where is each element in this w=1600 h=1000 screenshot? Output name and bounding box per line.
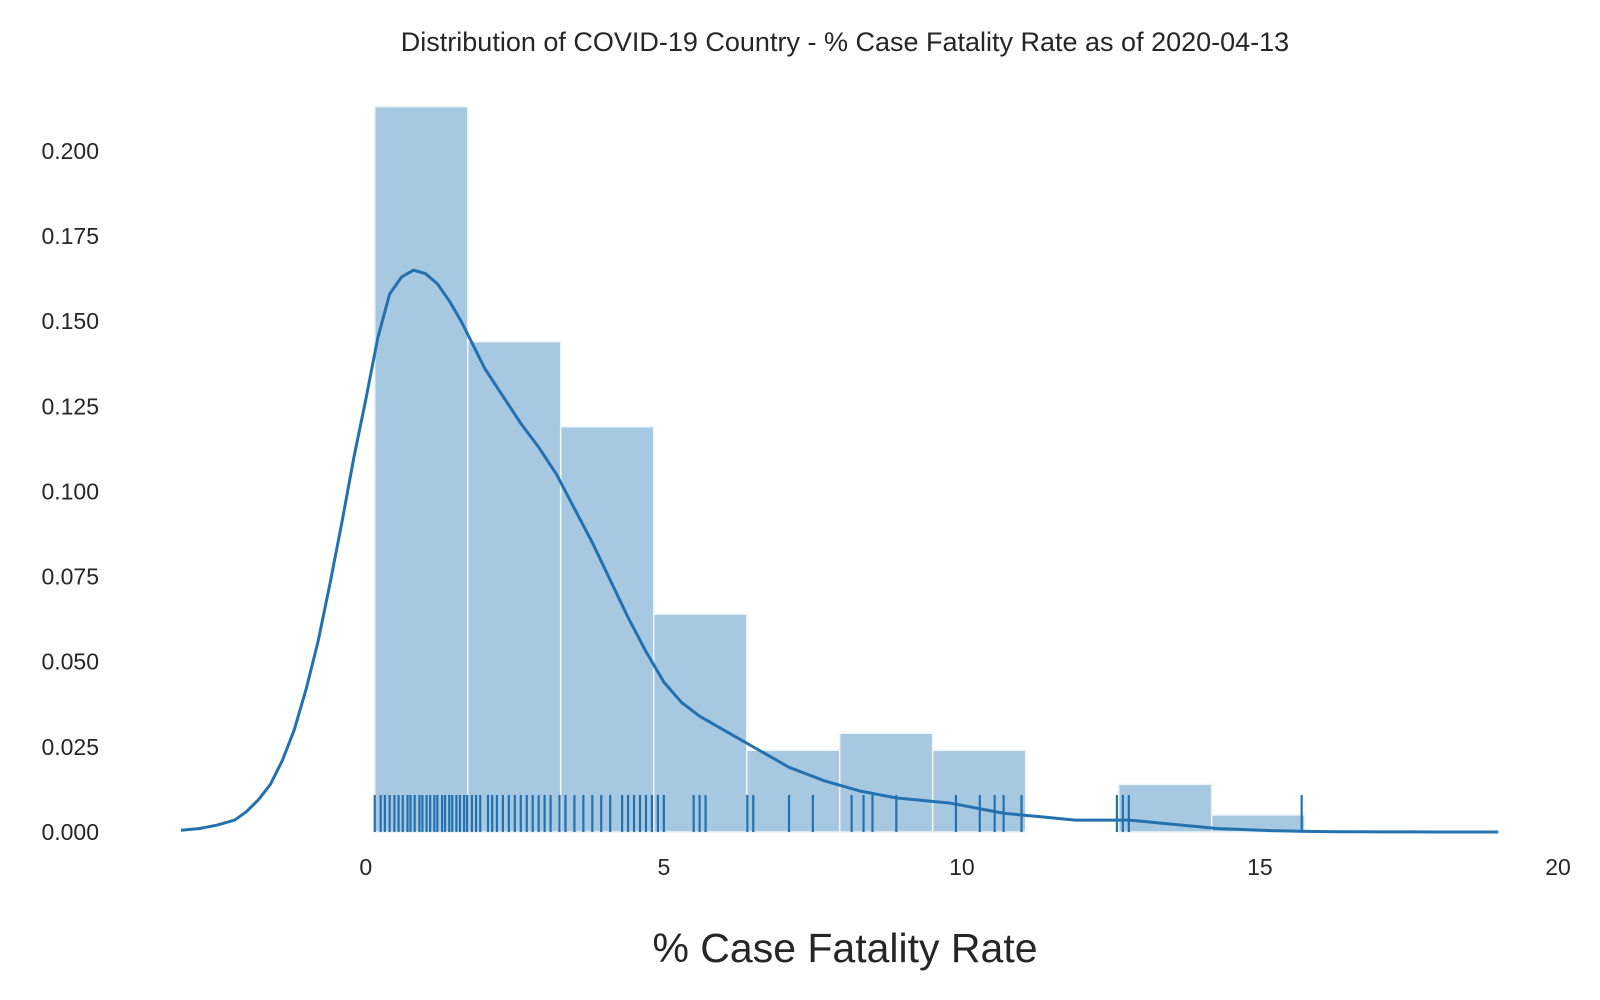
y-tick-label: 0.075	[41, 564, 99, 590]
y-tick-label: 0.125	[41, 393, 99, 419]
chart-title: Distribution of COVID-19 Country - % Cas…	[401, 27, 1289, 57]
x-axis-ticks: 0 5 10 15 20	[359, 854, 1570, 880]
histogram-bar-6	[931, 749, 1027, 833]
histogram-bar-5	[838, 732, 934, 833]
histogram-bar-4	[745, 749, 841, 833]
x-tick-label: 5	[657, 854, 670, 880]
histogram-bars	[373, 105, 1306, 833]
x-tick-label: 0	[359, 854, 372, 880]
kde-curve	[180, 268, 1499, 834]
y-tick-label: 0.100	[41, 478, 99, 504]
y-tick-label: 0.025	[41, 734, 99, 760]
y-tick-label: 0.200	[41, 138, 99, 164]
histogram-bar-0	[373, 105, 469, 833]
rug-marks	[373, 795, 1303, 832]
x-tick-label: 15	[1247, 854, 1273, 880]
y-tick-label: 0.000	[41, 819, 99, 845]
y-axis-ticks: 0.000 0.025 0.050 0.075 0.100 0.125 0.150 0.175…	[41, 138, 99, 845]
y-tick-label: 0.150	[41, 308, 99, 334]
histogram-bar-1	[466, 340, 562, 833]
x-tick-label: 20	[1545, 854, 1571, 880]
y-tick-label: 0.050	[41, 649, 99, 675]
x-tick-label: 10	[949, 854, 975, 880]
x-axis-label: % Case Fatality Rate	[652, 925, 1037, 971]
y-tick-label: 0.175	[41, 223, 99, 249]
histogram-bar-2	[559, 426, 655, 833]
